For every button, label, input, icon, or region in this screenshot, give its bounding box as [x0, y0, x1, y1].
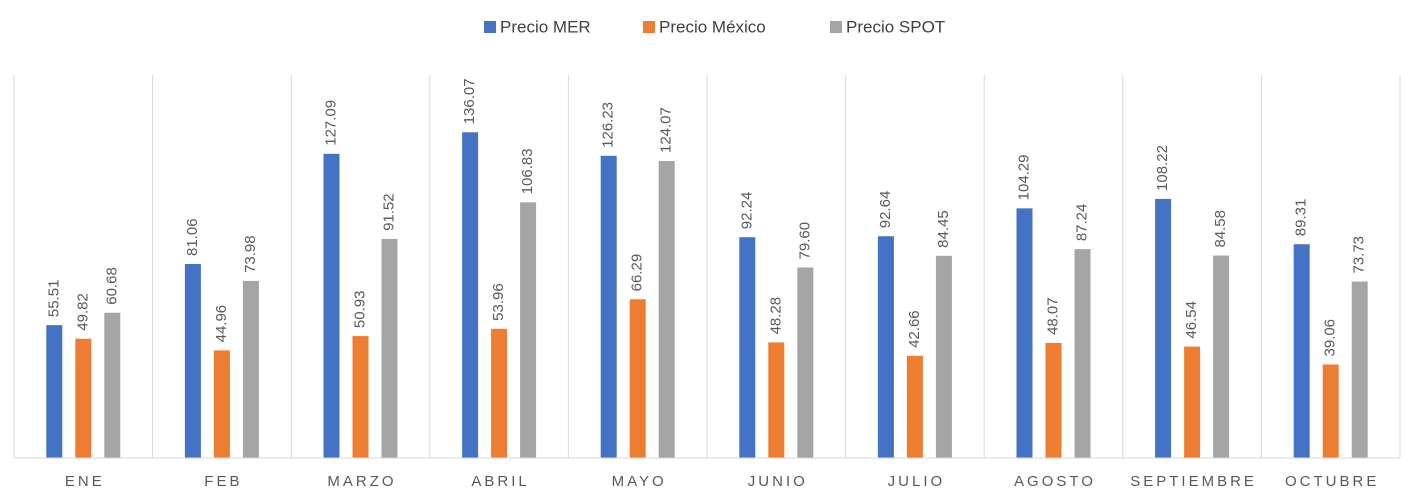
value-label: 84.45	[935, 210, 952, 248]
legend-label: Precio MER	[500, 17, 591, 36]
legend-swatch	[830, 21, 842, 33]
value-label: 89.31	[1293, 199, 1310, 237]
x-tick-label: ENE	[65, 473, 105, 490]
bar	[877, 236, 894, 458]
legend-swatch	[643, 21, 655, 33]
value-label: 44.96	[213, 305, 230, 343]
value-label: 87.24	[1073, 204, 1090, 242]
value-label: 84.58	[1212, 210, 1229, 248]
bar	[213, 350, 230, 458]
value-label: 92.64	[877, 191, 894, 229]
bar	[1184, 346, 1201, 458]
bar	[739, 237, 756, 458]
value-label: 60.68	[103, 267, 120, 305]
x-tick-label: MARZO	[327, 473, 396, 490]
value-label: 50.93	[351, 291, 368, 329]
value-label: 42.66	[906, 310, 923, 348]
x-tick-label: JULIO	[888, 473, 946, 490]
x-tick-label: ABRIL	[471, 473, 529, 490]
value-label: 124.07	[658, 107, 675, 153]
bar	[352, 336, 369, 458]
value-label: 55.51	[45, 280, 62, 318]
value-label: 136.07	[461, 78, 478, 124]
value-label: 81.06	[184, 218, 201, 256]
bar	[323, 153, 340, 458]
bar	[104, 312, 121, 458]
bar	[1074, 249, 1091, 458]
x-tick-label: OCTUBRE	[1285, 473, 1379, 490]
bar	[184, 263, 201, 458]
value-label: 48.07	[1044, 297, 1061, 335]
bar	[600, 155, 617, 458]
bar	[629, 299, 646, 458]
bar	[491, 328, 508, 458]
bar	[1213, 255, 1230, 458]
bar	[797, 267, 814, 458]
legend-label: Precio SPOT	[846, 17, 945, 36]
bar	[462, 132, 479, 458]
bar	[75, 338, 92, 458]
x-tick-label: SEPTIEMBRE	[1130, 473, 1257, 490]
value-label: 108.22	[1154, 145, 1171, 191]
value-label: 73.98	[242, 235, 259, 273]
value-label: 49.82	[74, 293, 91, 331]
bar	[242, 280, 259, 458]
value-label: 46.54	[1183, 301, 1200, 339]
bar	[906, 355, 923, 458]
value-label: 106.83	[519, 148, 536, 194]
value-label: 48.28	[767, 297, 784, 335]
value-label: 73.73	[1351, 236, 1368, 274]
bar	[1322, 364, 1339, 458]
x-tick-label: JUNIO	[748, 473, 808, 490]
value-label: 66.29	[629, 254, 646, 292]
value-label: 127.09	[322, 100, 339, 146]
value-label: 79.60	[796, 222, 813, 260]
bar	[1016, 208, 1033, 458]
value-label: 39.06	[1322, 319, 1339, 357]
value-label: 126.23	[600, 102, 617, 148]
bar	[1293, 244, 1310, 458]
x-tick-label: AGOSTO	[1014, 473, 1096, 490]
bar	[1045, 342, 1062, 458]
legend-label: Precio México	[659, 17, 766, 36]
value-label: 53.96	[490, 283, 507, 321]
legend-swatch	[484, 21, 496, 33]
value-label: 104.29	[1015, 154, 1032, 200]
x-tick-label: FEB	[204, 473, 242, 490]
bar	[768, 342, 785, 458]
bar	[520, 202, 537, 458]
value-label: 91.52	[380, 193, 397, 231]
bar	[935, 255, 952, 458]
bar	[658, 161, 675, 458]
bar	[1351, 281, 1368, 458]
bar	[46, 325, 63, 458]
bar	[1155, 198, 1172, 459]
bar	[381, 238, 398, 458]
x-tick-label: MAYO	[612, 473, 667, 490]
value-label: 92.24	[738, 192, 755, 230]
